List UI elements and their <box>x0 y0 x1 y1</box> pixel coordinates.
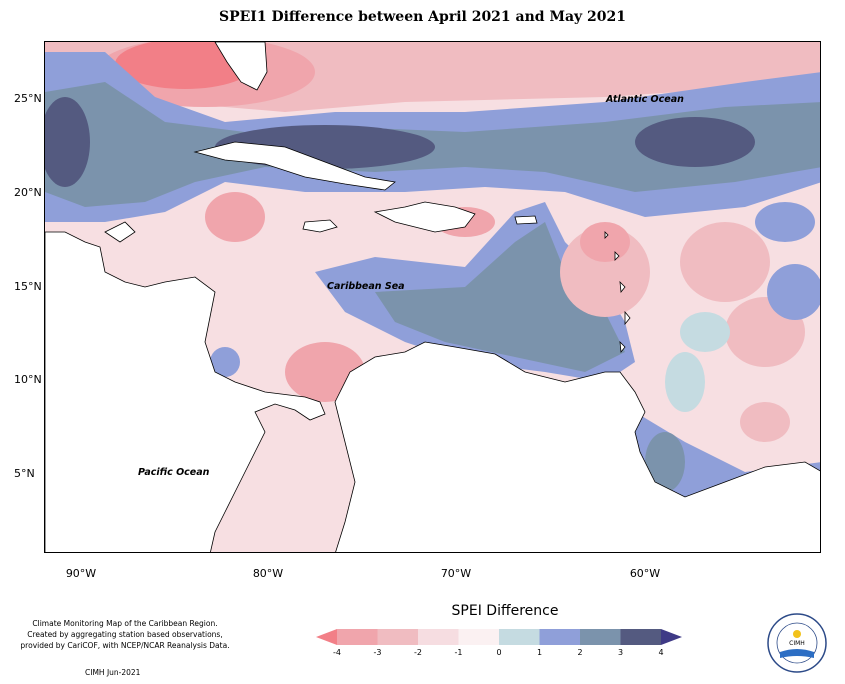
lesser-antilles <box>604 231 631 354</box>
legend-tick-label: 2 <box>577 648 583 657</box>
legend-swatch <box>539 629 580 645</box>
legend-swatch <box>337 629 378 645</box>
legend-swatch <box>620 629 661 645</box>
legend-swatch <box>418 629 459 645</box>
florida-land <box>214 42 268 91</box>
legend-tick-label: 1 <box>536 648 543 657</box>
cimh-logo: CIMH <box>767 613 827 673</box>
credit-line: provided by CariCOF, with NCEP/NCAR Rean… <box>20 641 230 650</box>
land-masses <box>45 42 820 552</box>
lat-label-25n: 25°N <box>14 92 42 105</box>
caribbean-sea-label: Caribbean Sea <box>327 281 405 292</box>
lon-label-80w: 80°W <box>252 567 284 580</box>
puerto-rico-land <box>514 215 538 225</box>
legend-swatch <box>458 629 499 645</box>
yucatan-coast <box>104 221 136 243</box>
legend-swatch-min <box>316 629 337 645</box>
legend-tick-label: -3 <box>373 648 382 657</box>
map-title: SPEI1 Difference between April 2021 and … <box>218 9 626 25</box>
legend-tick-label: -4 <box>333 648 341 657</box>
legend-swatch <box>499 629 540 645</box>
lon-label-70w: 70°W <box>440 567 472 580</box>
lat-label-5n: 5°N <box>14 467 35 480</box>
legend-swatch <box>580 629 621 645</box>
pacific-ocean-label: Pacific Ocean <box>138 467 210 478</box>
credit-text: Climate Monitoring Map of the Caribbean … <box>0 618 250 651</box>
logo-text: CIMH <box>789 640 805 647</box>
lat-label-10n: 10°N <box>14 373 42 386</box>
legend-swatch-max <box>661 629 682 645</box>
lon-label-90w: 90°W <box>65 567 97 580</box>
spei-map-svg <box>45 42 820 552</box>
central-america-land <box>45 231 326 552</box>
legend-swatch <box>377 629 418 645</box>
south-america-land <box>334 341 820 552</box>
legend-colorbar <box>316 629 682 645</box>
lat-label-20n: 20°N <box>14 186 42 199</box>
legend-tick-label: -2 <box>414 648 422 657</box>
credit-line: Created by aggregating station based obs… <box>27 630 223 639</box>
legend-tick-label: 0 <box>496 648 502 657</box>
lat-label-15n: 15°N <box>14 280 42 293</box>
legend-tick-label: -1 <box>454 648 463 657</box>
credit-line: Climate Monitoring Map of the Caribbean … <box>32 619 218 628</box>
credit-date: CIMH Jun-2021 <box>85 668 141 677</box>
cuba-land <box>193 141 396 191</box>
legend-tick-label: 4 <box>658 648 664 657</box>
legend-title: SPEI Difference <box>451 603 559 619</box>
lon-label-60w: 60°W <box>629 567 661 580</box>
legend-tick-label: 3 <box>617 648 624 657</box>
map-panel[interactable] <box>44 41 821 553</box>
jamaica-land <box>302 219 338 233</box>
atlantic-ocean-label: Atlantic Ocean <box>606 94 684 105</box>
hispaniola-land <box>373 201 476 233</box>
